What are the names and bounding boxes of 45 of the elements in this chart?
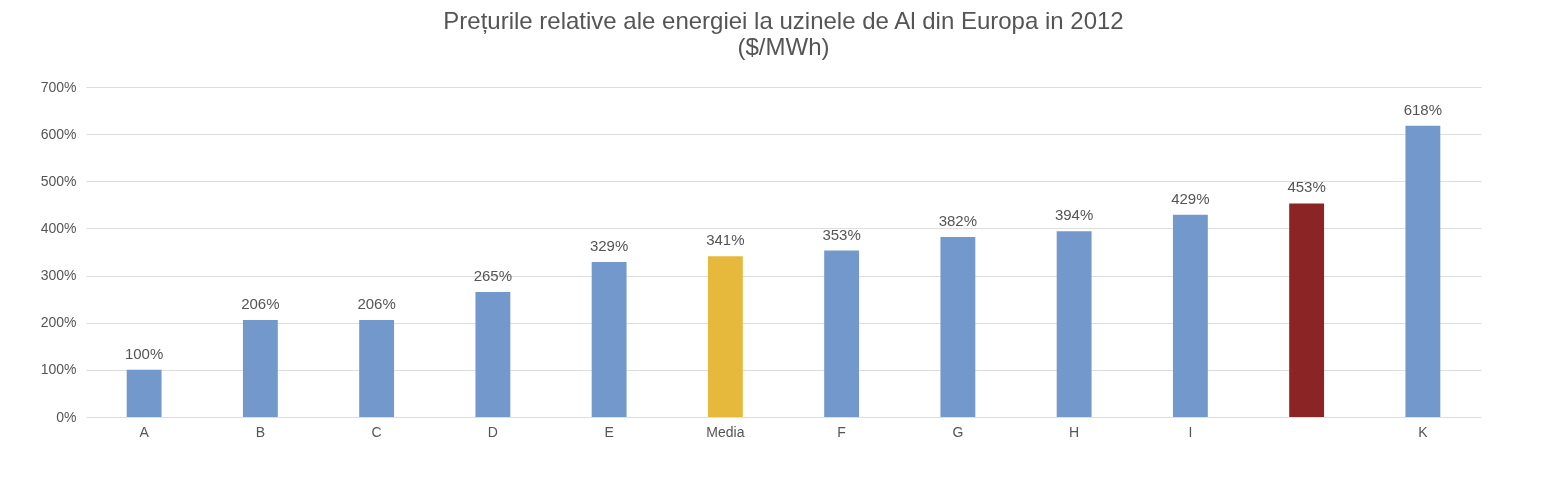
- x-tick-label: F: [837, 423, 846, 440]
- data-label: 429%: [1171, 189, 1210, 207]
- data-label: 618%: [1403, 100, 1443, 118]
- x-tick-label: H: [1069, 423, 1080, 440]
- y-tick-label: 200%: [40, 314, 77, 331]
- chart-subtitle: ($/MWh): [737, 33, 830, 60]
- data-label: 206%: [241, 294, 280, 312]
- bar: [1405, 125, 1441, 417]
- bar: [824, 250, 860, 417]
- data-label: 453%: [1287, 178, 1326, 196]
- bar: [359, 319, 395, 417]
- x-tick-label: A: [139, 423, 150, 440]
- x-tick-label: G: [952, 423, 964, 440]
- y-tick-label: 0%: [56, 408, 77, 425]
- x-tick-label: I: [1188, 423, 1193, 440]
- data-label: 265%: [473, 267, 513, 285]
- y-tick-label: 500%: [40, 172, 77, 189]
- data-label: 394%: [1054, 206, 1094, 224]
- data-label: 206%: [357, 294, 396, 312]
- x-tick-label: Media: [706, 423, 745, 440]
- x-tick-label: K: [1418, 423, 1429, 440]
- bar: [242, 319, 278, 417]
- x-tick-label: E: [604, 423, 614, 440]
- data-label: 341%: [706, 231, 745, 249]
- bar: [1172, 214, 1208, 417]
- data-label: 329%: [589, 236, 629, 254]
- bar: [1056, 231, 1092, 417]
- y-tick-label: 400%: [40, 219, 77, 236]
- x-tick-label: B: [255, 423, 266, 440]
- bar: [940, 236, 976, 417]
- bar: [591, 261, 627, 417]
- bar: [126, 369, 162, 417]
- chart-title: Prețurile relative ale energiei la uzinele de Al din Europa in 2012: [443, 7, 1124, 34]
- bar: [707, 256, 743, 417]
- x-tick-label: C: [371, 423, 382, 440]
- bar: [475, 292, 511, 417]
- data-label: 100%: [124, 344, 164, 362]
- y-tick-label: 700%: [40, 78, 77, 95]
- y-tick-label: 300%: [40, 267, 77, 284]
- bar: [1289, 203, 1325, 417]
- data-label: 382%: [938, 211, 978, 229]
- data-label: 353%: [822, 225, 861, 243]
- x-tick-label: D: [487, 423, 498, 440]
- y-tick-label: 100%: [40, 361, 77, 378]
- y-tick-label: 600%: [40, 125, 77, 142]
